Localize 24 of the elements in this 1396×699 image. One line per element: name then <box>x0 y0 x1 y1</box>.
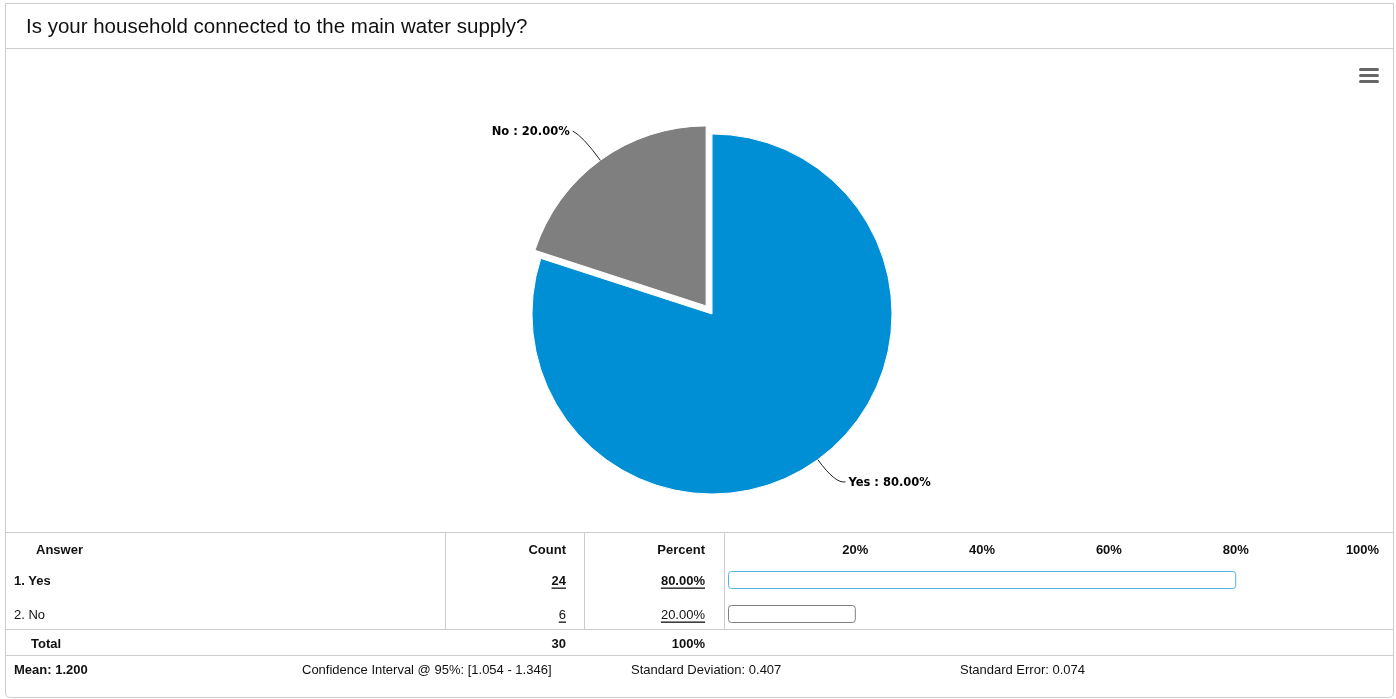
text: Is your household connected to the main water supply? <box>26 13 528 37</box>
x2-tick-label: 80% <box>1222 541 1250 557</box>
x2-tick-label: 100% <box>1345 541 1380 557</box>
text: Answer <box>36 541 83 557</box>
slice-label: No : 20.00% <box>491 124 571 139</box>
text: Standard Error: 0.074 <box>960 661 1086 677</box>
y-tick-label: 2. No <box>14 606 46 622</box>
data-label: 80.00% <box>660 572 706 588</box>
x2-tick-label: 40% <box>969 541 996 557</box>
text: Confidence Interval @ 95%: [1.054 - 1.346] <box>302 661 552 677</box>
text: 30 <box>551 635 566 651</box>
text: Percent <box>657 541 706 557</box>
y-tick-label: 1. Yes <box>14 572 51 588</box>
text: 6 <box>558 606 566 622</box>
text: Count <box>528 541 567 557</box>
data-label: 20.00% <box>660 606 706 622</box>
slice-label: Yes : 80.00% <box>847 474 932 489</box>
text: Total <box>31 635 62 651</box>
text: Standard Deviation: 0.407 <box>631 661 782 677</box>
text: 24 <box>551 572 567 588</box>
x2-tick-label: 20% <box>842 541 869 557</box>
text: 100% <box>671 635 706 651</box>
text: Mean: 1.200 <box>14 661 88 677</box>
x2-tick-label: 60% <box>1095 541 1123 557</box>
